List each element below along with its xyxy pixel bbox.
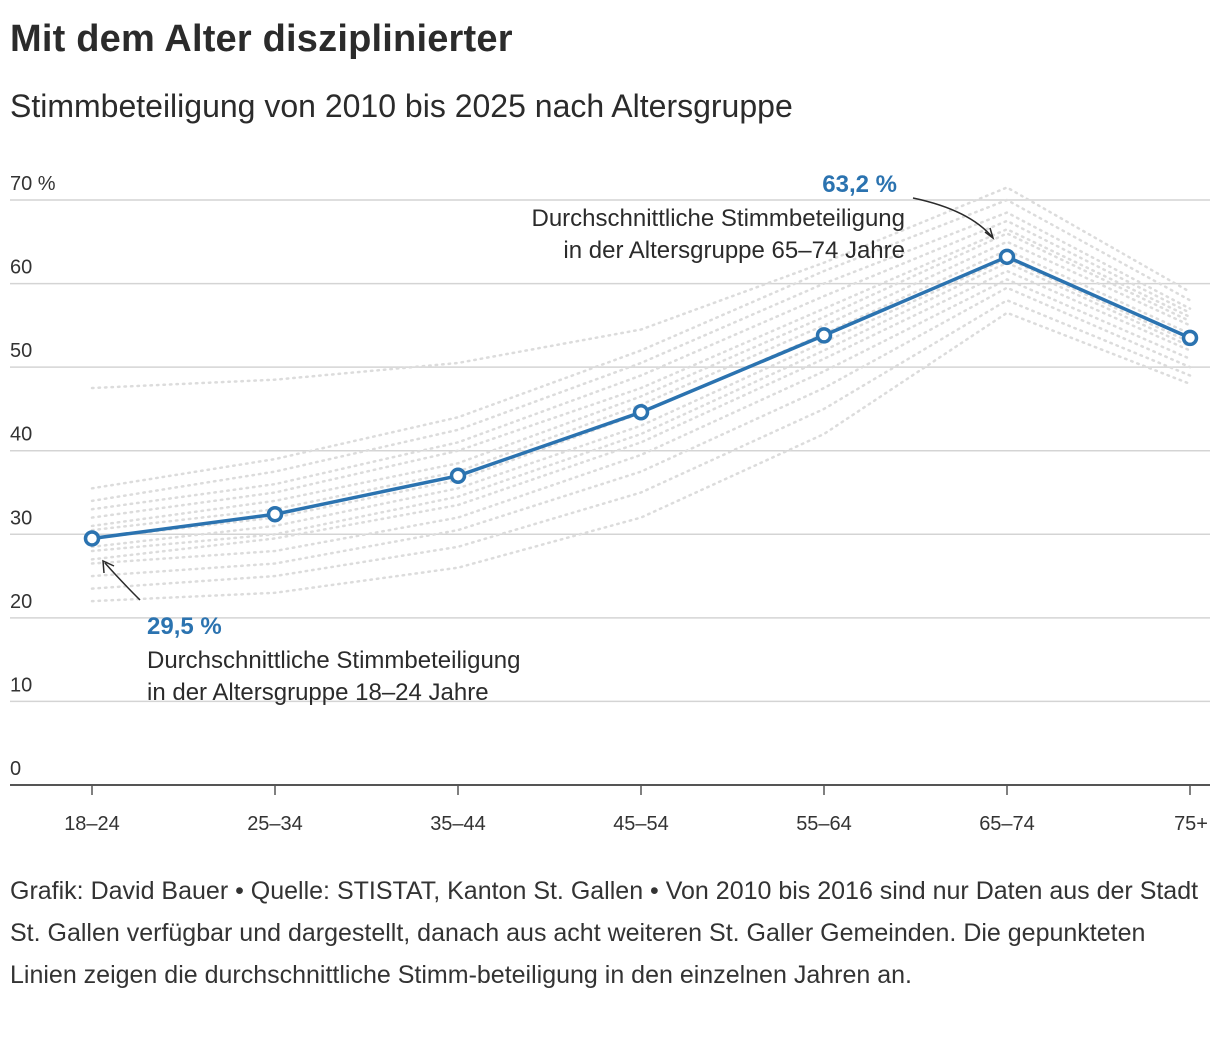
annotation-min-arrow <box>104 562 141 601</box>
x-tick-label: 55–64 <box>796 813 852 835</box>
yearly-dotted-line <box>90 227 1192 519</box>
average-point <box>998 248 1016 266</box>
yearly-dotted-line <box>90 278 1192 565</box>
yearly-dotted-line <box>90 248 1192 540</box>
average-point <box>1181 329 1199 347</box>
y-tick-label: 40 <box>10 424 32 446</box>
annotation-min-line1: Durchschnittliche Stimmbeteiligung <box>147 647 521 674</box>
chart-footer-note: Grafik: David Bauer • Quelle: STISTAT, K… <box>10 877 1199 989</box>
annotation-max: 63,2 % Durchschnittliche Stimmbeteiligun… <box>532 171 995 264</box>
chart-title: Mit dem Alter disziplinierter <box>10 18 513 60</box>
y-tick-label: 20 <box>10 591 32 613</box>
average-point <box>632 404 650 421</box>
yearly-dotted-line <box>90 211 1192 503</box>
average-point <box>266 505 284 523</box>
average-point <box>83 530 101 547</box>
x-tick-label: 65–74 <box>979 813 1035 835</box>
yearly-dotted-line <box>90 298 1192 590</box>
annotation-max-line1: Durchschnittliche Stimmbeteiligung <box>532 205 906 232</box>
y-tick-label: 0 <box>10 758 21 780</box>
annotation-min-value: 29,5 % <box>147 613 222 640</box>
y-tick-label: 50 <box>10 340 32 362</box>
yearly-dotted-line <box>90 257 1192 549</box>
annotation-min-arrowhead <box>102 559 115 574</box>
x-axis: 18–24 25–34 35–44 45–54 55–64 65–74 75+ <box>10 784 1210 835</box>
yearly-dotted-line <box>90 269 1192 561</box>
x-tick-label: 18–24 <box>64 813 120 835</box>
yearly-dotted-line <box>90 311 1192 603</box>
x-tick-label: 75+ <box>1174 813 1208 835</box>
y-tick-label: 60 <box>10 257 32 279</box>
y-tick-label: 70 % <box>10 173 56 195</box>
average-points <box>83 248 1199 547</box>
average-point <box>449 467 467 485</box>
average-point <box>815 327 833 344</box>
annotation-max-arrowhead <box>984 227 995 240</box>
annotation-min: 29,5 % Durchschnittliche Stimmbeteiligun… <box>102 559 521 706</box>
annotation-min-line2: in der Altersgruppe 18–24 Jahre <box>147 679 489 706</box>
yearly-dotted-line <box>90 186 1192 390</box>
y-tick-label: 30 <box>10 507 32 529</box>
annotation-max-value: 63,2 % <box>822 171 897 198</box>
yearly-dotted-line <box>90 286 1192 578</box>
y-axis-ticks: 0 10 20 30 40 50 60 70 % <box>10 173 56 780</box>
x-tick-label: 45–54 <box>613 813 669 835</box>
yearly-dotted-line <box>90 219 1192 511</box>
y-tick-label: 10 <box>10 674 32 696</box>
x-tick-label: 25–34 <box>247 813 303 835</box>
yearly-dotted-line <box>90 198 1192 490</box>
yearly-dotted-line <box>90 232 1192 528</box>
yearly-dotted-line <box>90 240 1192 532</box>
line-chart: 0 10 20 30 40 50 60 70 % 18–24 25–34 35–44 45–54 55… <box>10 171 1210 835</box>
annotation-max-line2: in der Altersgruppe 65–74 Jahre <box>563 237 905 264</box>
x-tick-label: 35–44 <box>430 813 486 835</box>
chart-subtitle: Stimmbeteiligung von 2010 bis 2025 nach … <box>10 88 793 124</box>
annotation-max-arrow <box>912 197 994 239</box>
